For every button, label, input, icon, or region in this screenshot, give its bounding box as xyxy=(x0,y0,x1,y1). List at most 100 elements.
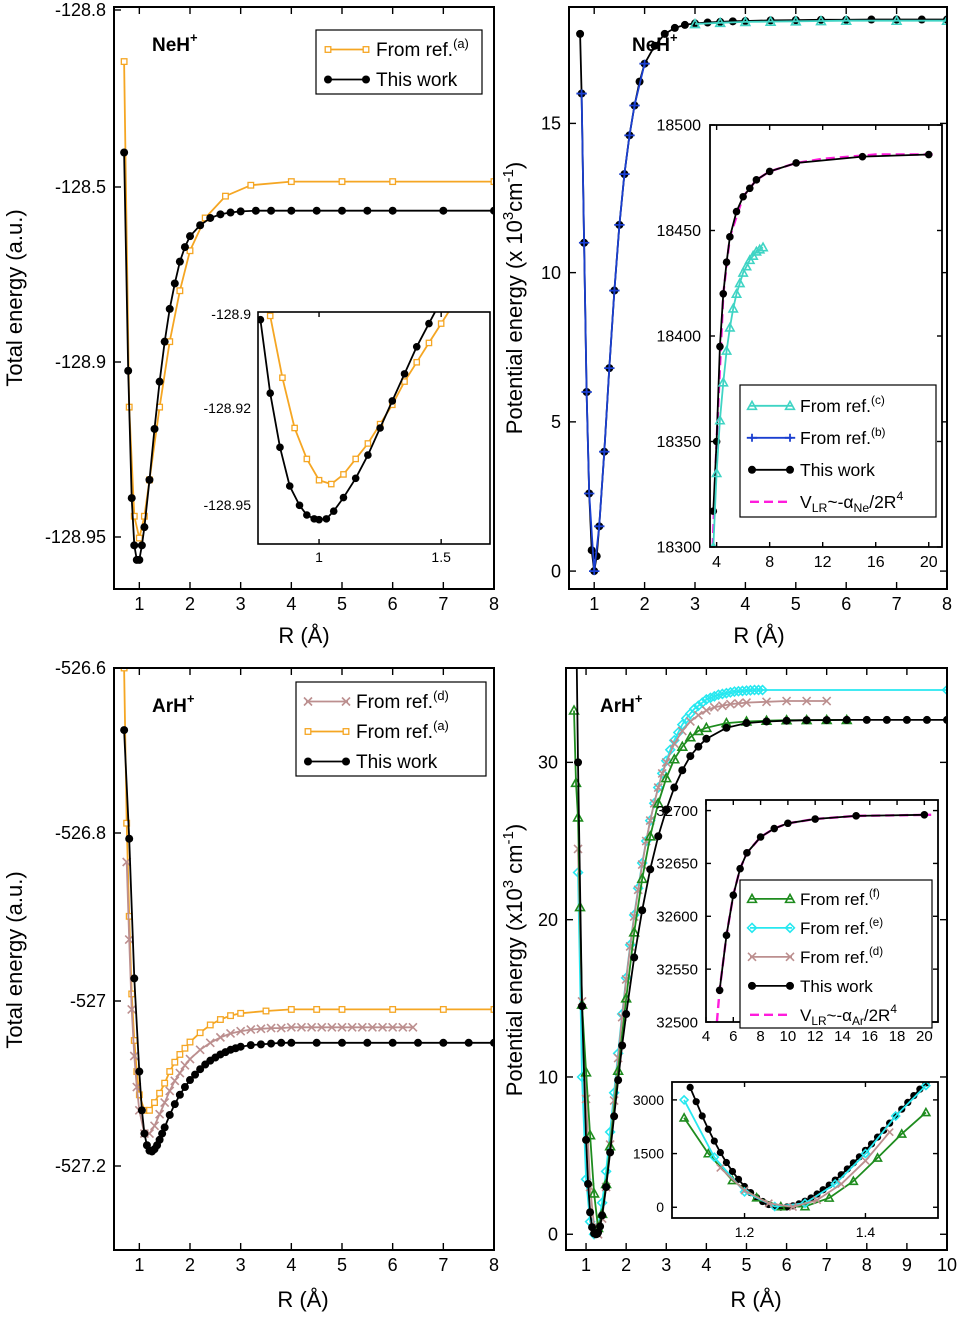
series-this-work-point xyxy=(140,523,149,532)
series-this-work-point xyxy=(596,1222,605,1231)
series-this-work-point xyxy=(251,206,260,215)
legend-marker xyxy=(748,981,756,990)
panel-c-frame xyxy=(113,667,495,1251)
series-from-ref-f--point xyxy=(823,1192,835,1202)
series-from-ref-d--line xyxy=(719,1131,891,1208)
y-tick-label: -128.5 xyxy=(55,177,106,197)
panel-d-series-group xyxy=(568,444,947,1240)
series-this-work-point xyxy=(654,832,663,841)
series-from-ref-f--point xyxy=(676,740,689,751)
x-tick-label: 7 xyxy=(822,1255,832,1275)
series-this-work-point xyxy=(716,342,724,351)
series-from-ref-a--point xyxy=(340,471,347,478)
series-this-work-point xyxy=(670,783,679,792)
x-tick-label: 16 xyxy=(867,554,885,571)
y-tick-label: 10 xyxy=(541,263,561,283)
series-from-ref-d--point xyxy=(701,705,711,716)
series-this-work-point xyxy=(486,215,494,223)
inset-y-tick-label: -128.95 xyxy=(204,497,252,513)
series-from-ref-d--point xyxy=(317,1022,327,1032)
y-tick-label: 1500 xyxy=(633,1145,664,1161)
series-this-work-point xyxy=(822,716,831,725)
y-tick-label: 18350 xyxy=(657,434,702,451)
legend-marker xyxy=(784,892,796,904)
series-this-work-point xyxy=(287,206,296,215)
legend-marker xyxy=(304,757,312,766)
legend-label: From ref.(f) xyxy=(800,888,880,909)
series-from-ref-d--point xyxy=(236,1026,246,1036)
series-from-ref-e--point xyxy=(700,693,712,705)
series-this-work-line xyxy=(123,730,494,1153)
panel-d-inset-2-series-group xyxy=(678,1082,932,1212)
series-this-work-point xyxy=(702,734,711,743)
series-from-ref-c--point xyxy=(730,287,743,298)
x-tick-label: 1 xyxy=(581,1255,591,1275)
panel-b-series-group xyxy=(576,14,947,576)
x-tick-label: 18 xyxy=(889,1028,906,1045)
series-from-ref-d--point xyxy=(408,1022,418,1032)
legend-marker xyxy=(784,922,796,934)
series-from-ref-a--point xyxy=(437,320,445,327)
series-this-work-point xyxy=(160,1123,169,1132)
series-from-ref-f--point xyxy=(660,772,673,783)
x-tick-label: 3 xyxy=(690,594,700,614)
legend-marker xyxy=(747,952,757,962)
x-axis-label: R (Å) xyxy=(278,623,329,648)
series-this-work-point xyxy=(584,1179,593,1188)
series-this-work-point xyxy=(578,1002,587,1011)
series-this-work-point xyxy=(388,206,397,215)
legend-label: This work xyxy=(376,70,458,91)
x-tick-label: 5 xyxy=(337,594,347,614)
series-from-ref-d--line xyxy=(125,861,413,1135)
panel-d-inset-2-frame xyxy=(671,1081,939,1219)
series-this-work-point xyxy=(216,210,225,219)
series-this-work-point xyxy=(388,397,397,405)
series-this-work-point xyxy=(186,232,194,241)
legend-marker xyxy=(786,981,794,990)
series-from-ref-a--point xyxy=(291,424,298,432)
inset-y-tick-label: -128.92 xyxy=(204,400,252,416)
x-tick-label: 20 xyxy=(916,1028,933,1045)
series-from-ref-a--point xyxy=(262,1007,270,1015)
series-from-ref-d--point xyxy=(215,1032,225,1042)
series-from-ref-d--point xyxy=(761,697,772,707)
series-from-ref-d--point xyxy=(307,1022,317,1032)
series-this-work-point xyxy=(425,319,433,328)
series-this-work-point xyxy=(742,719,751,728)
series-this-work-point xyxy=(570,444,578,452)
series-from-ref-d--point xyxy=(802,696,812,706)
series-from-ref-c--point xyxy=(711,467,723,478)
series-from-ref-a--point xyxy=(171,1058,179,1066)
y-tick-label: 32550 xyxy=(656,961,698,978)
series-from-ref-f--point xyxy=(644,830,656,841)
series-this-work-point xyxy=(745,184,754,193)
panel-a-inset-series-group xyxy=(258,215,494,524)
series-from-ref-d--point xyxy=(149,1121,160,1131)
series-from-ref-f--point xyxy=(684,731,697,742)
y-tick-label: -526.8 xyxy=(55,823,106,843)
series-from-ref-a--point xyxy=(413,358,421,366)
panel-b-frame xyxy=(568,6,948,590)
x-tick-label: 4 xyxy=(701,1255,711,1275)
series-from-ref-a--point xyxy=(338,178,346,186)
series-this-work-point xyxy=(762,717,771,726)
y-tick-label: -526.6 xyxy=(55,658,106,678)
series-from-ref-a--point xyxy=(352,455,359,463)
x-tick-label: 7 xyxy=(438,1255,448,1275)
series-this-work-point xyxy=(920,811,929,819)
series-from-ref-a--point xyxy=(313,1005,321,1013)
series-this-work-point xyxy=(784,819,792,828)
series-this-work-point xyxy=(364,451,372,459)
series-this-work-point xyxy=(329,507,338,515)
panel-d-frame xyxy=(565,667,948,1251)
series-this-work-point xyxy=(882,715,891,724)
series-this-work-point xyxy=(736,864,744,873)
series-this-work-point xyxy=(155,1135,164,1144)
series-from-ref-e--point xyxy=(709,1152,720,1163)
series-this-work-point xyxy=(135,555,144,564)
series-from-ref-a--point xyxy=(176,1050,184,1058)
series-from-ref-f--point xyxy=(584,1129,596,1140)
series-this-work-point xyxy=(170,1100,179,1109)
series-from-ref-e--point xyxy=(688,703,700,715)
series-from-ref-a--point xyxy=(364,440,372,447)
